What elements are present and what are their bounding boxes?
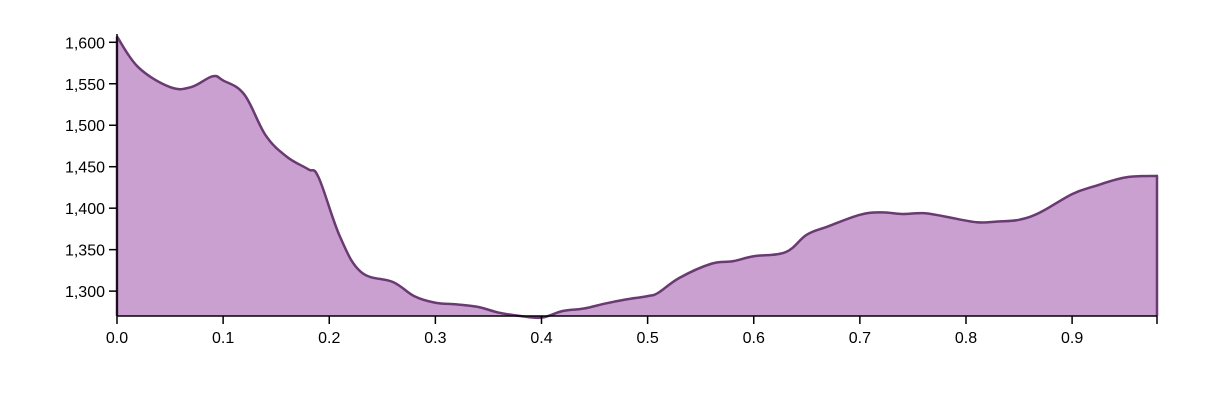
x-tick-label: 0.8	[955, 330, 977, 347]
x-axis: 0.0 0.1 0.2 0.3 0.4 0.5 0.6 0.7 0.8 0.9	[106, 315, 1158, 347]
y-tick-label: 1,500	[65, 118, 105, 135]
y-tick-label: 1,350	[65, 243, 105, 260]
x-tick-label: 0.5	[636, 330, 658, 347]
x-tick-label: 0.0	[106, 330, 128, 347]
x-tick-label: 0.6	[743, 330, 765, 347]
x-tick-label: 0.4	[530, 330, 552, 347]
x-tick-label: 0.9	[1061, 330, 1083, 347]
y-tick-label: 1,550	[65, 77, 105, 94]
y-axis: 1,300 1,350 1,400 1,450 1,500 1,550 1,600	[65, 34, 118, 316]
area-fill	[117, 36, 1157, 318]
x-tick-label: 0.3	[424, 330, 446, 347]
y-tick-label: 1,600	[65, 35, 105, 52]
x-tick-label: 0.7	[849, 330, 871, 347]
x-tick-label: 0.2	[318, 330, 340, 347]
plot-area	[115, 35, 1159, 320]
y-tick-label: 1,450	[65, 160, 105, 177]
y-tick-label: 1,300	[65, 284, 105, 301]
x-tick-label: 0.1	[212, 330, 234, 347]
series-line	[115, 35, 1159, 320]
y-tick-label: 1,400	[65, 201, 105, 218]
